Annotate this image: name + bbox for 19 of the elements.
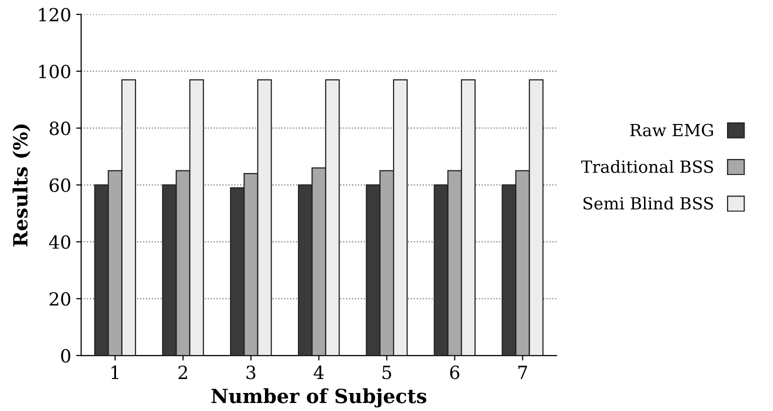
x-tick-label: 3: [246, 366, 256, 380]
legend-label: Raw EMG: [630, 124, 713, 136]
x-tick-label: 5: [382, 366, 392, 380]
x-tick-label: 2: [178, 366, 188, 379]
y-tick-label: 20: [50, 292, 70, 306]
legend-label: Traditional BSS: [581, 160, 714, 173]
y-tick-label: 40: [49, 235, 70, 249]
y-tick-label: 60: [50, 178, 70, 192]
y-tick-label: 80: [50, 122, 70, 136]
legend-label: Semi Blind BSS: [584, 196, 714, 210]
y-axis-title: Results (%): [12, 124, 30, 246]
x-tick-label: 4: [314, 366, 324, 379]
x-tick-label: 6: [450, 366, 460, 380]
y-tick-label: 120: [39, 8, 70, 22]
x-tick-label: 1: [112, 366, 118, 379]
y-tick-label: 100: [39, 64, 70, 78]
y-tick-label: 0: [61, 348, 70, 363]
x-tick-label: 7: [518, 366, 528, 379]
x-axis-title: Number of Subjects: [211, 388, 426, 408]
